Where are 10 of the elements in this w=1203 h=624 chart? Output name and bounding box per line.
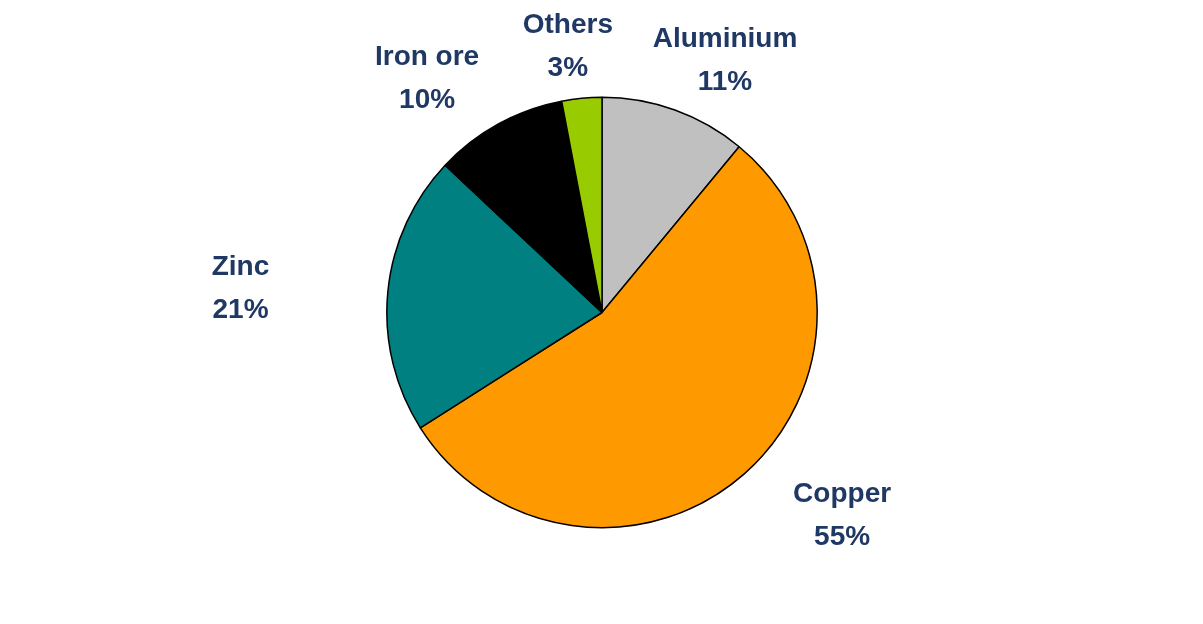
data-label: 21%: [212, 293, 269, 325]
slice-label: Others: [522, 7, 613, 39]
slice-label: Iron ore: [374, 39, 480, 71]
slice-label: Copper: [793, 477, 892, 509]
data-label: 11%: [697, 65, 753, 97]
data-label: 3%: [547, 50, 589, 82]
data-label: 10%: [399, 82, 456, 114]
slice-label: Aluminium: [652, 22, 798, 54]
data-label: 55%: [814, 520, 871, 552]
slice-label: Zinc: [211, 250, 270, 282]
